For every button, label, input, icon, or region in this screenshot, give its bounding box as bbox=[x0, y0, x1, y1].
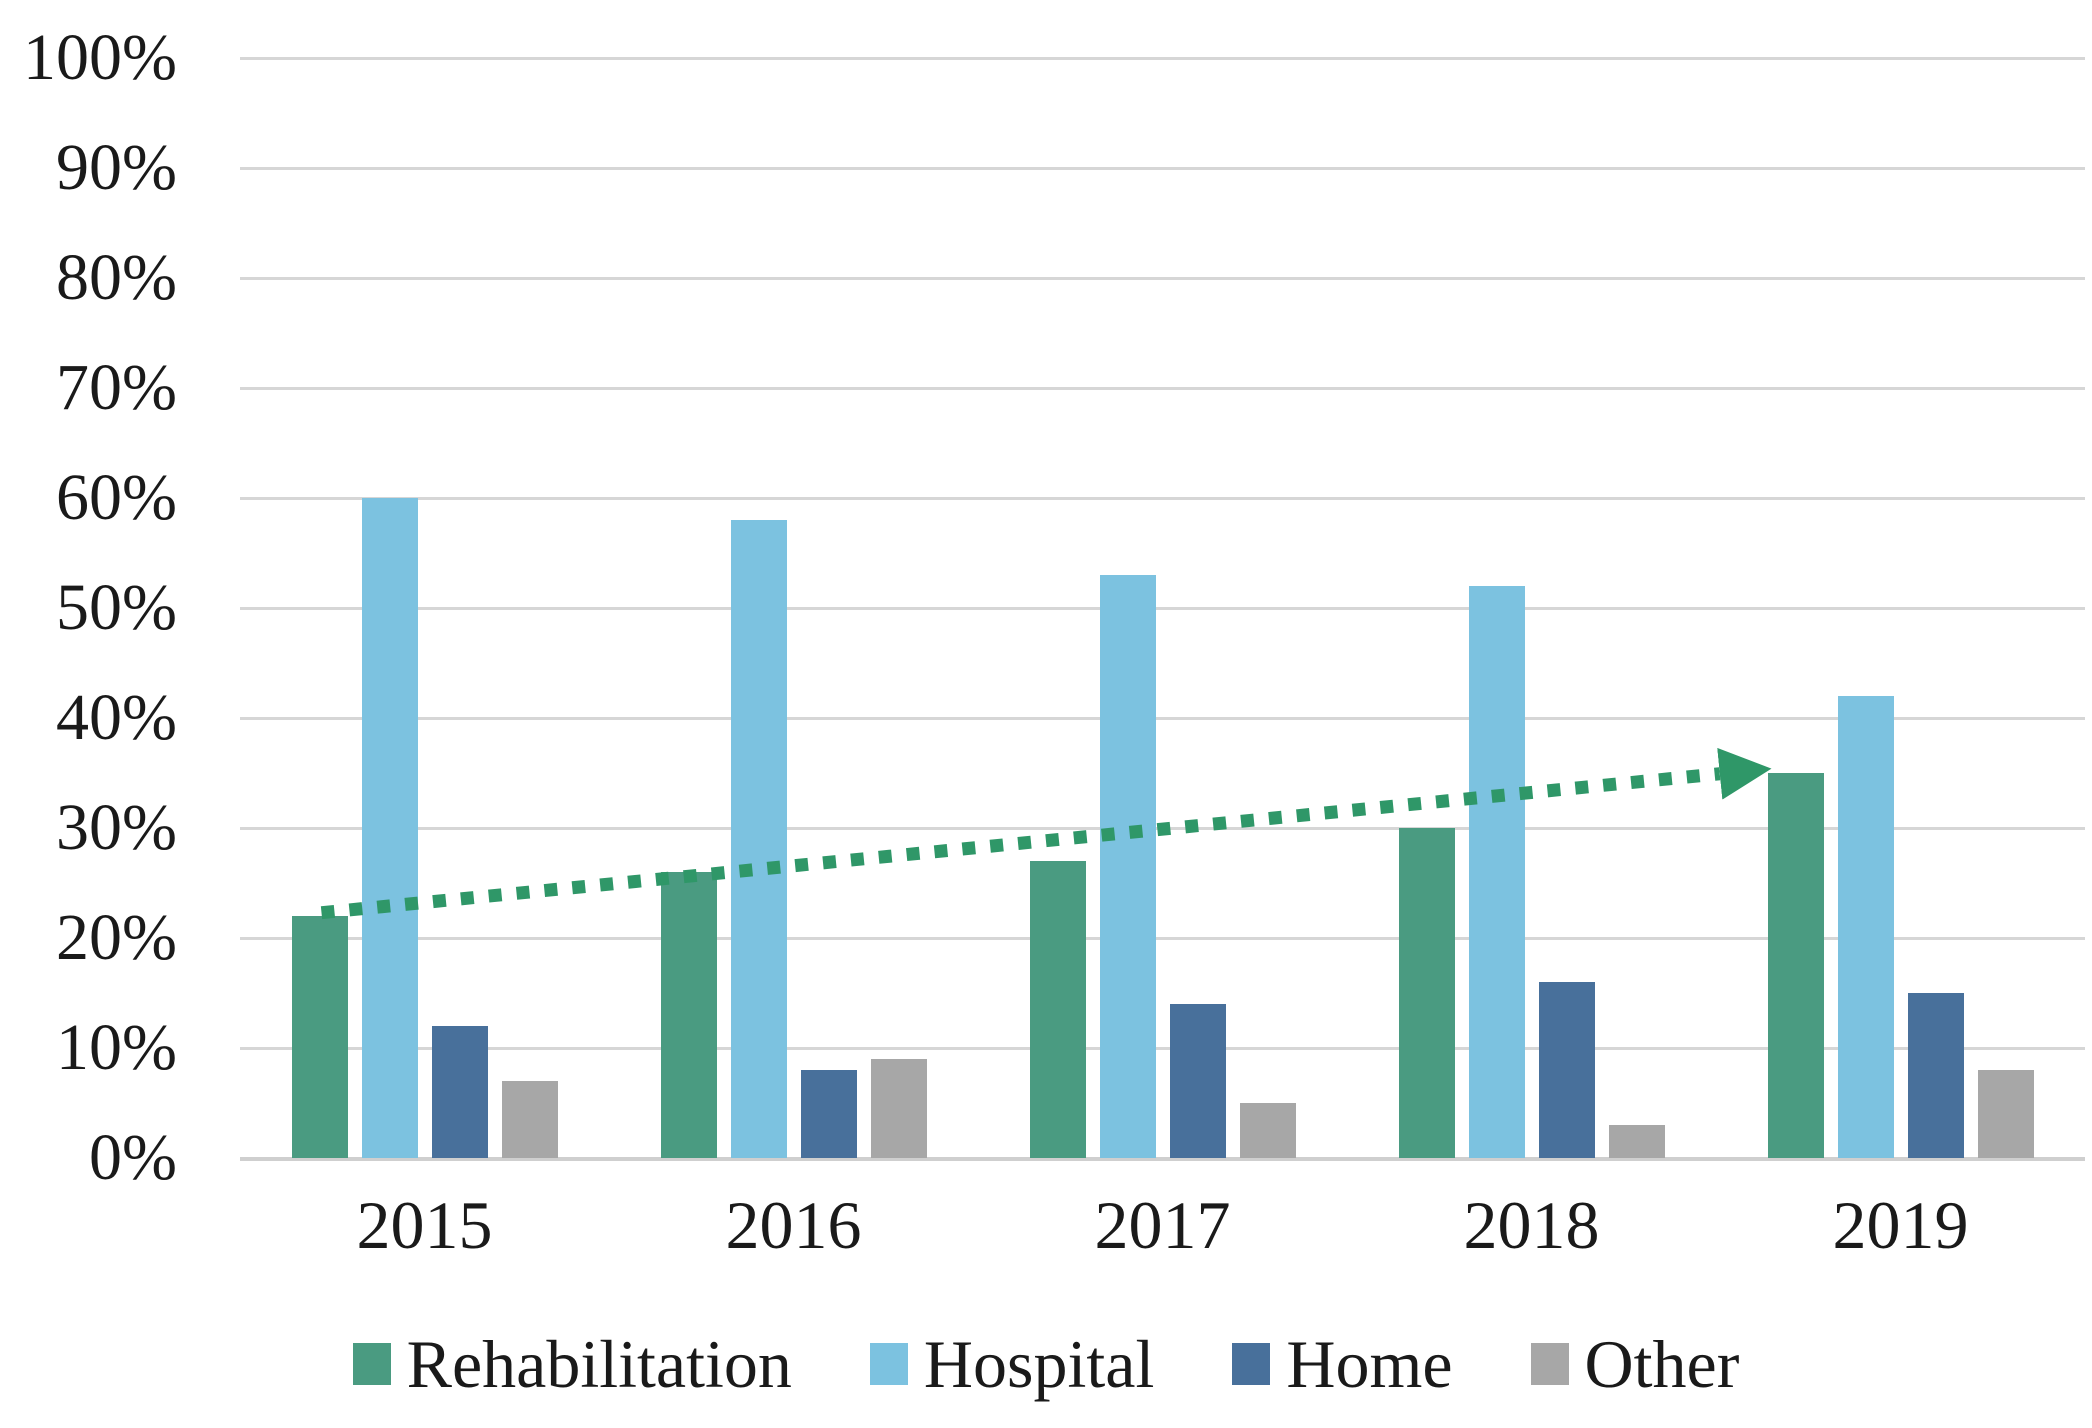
y-tick-label-90pct: 90% bbox=[56, 131, 177, 204]
y-tick-label-50pct: 50% bbox=[56, 571, 177, 644]
legend-label: Other bbox=[1584, 1326, 1740, 1402]
bar-rehabilitation-2017 bbox=[1029, 861, 1086, 1158]
legend-label: Home bbox=[1286, 1326, 1453, 1402]
legend-item-other: Other bbox=[1530, 1326, 1740, 1402]
legend-item-hospital: Hospital bbox=[869, 1326, 1155, 1402]
bar-home-2018 bbox=[1538, 982, 1595, 1158]
x-tick-label-2018: 2018 bbox=[1463, 1187, 1600, 1263]
legend: Rehabilitation Hospital Home Other bbox=[0, 1330, 2092, 1398]
plot-area bbox=[240, 57, 2085, 1161]
bar-other-2016 bbox=[870, 1059, 927, 1158]
gridline-40 bbox=[240, 717, 2085, 720]
bar-rehabilitation-2019 bbox=[1767, 773, 1824, 1158]
bar-group-2017 bbox=[978, 58, 1347, 1158]
gridline-60 bbox=[240, 497, 2085, 500]
bar-hospital-2019 bbox=[1837, 696, 1894, 1158]
gridline-20 bbox=[240, 937, 2085, 940]
bar-other-2017 bbox=[1239, 1103, 1296, 1158]
x-tick-label-2017: 2017 bbox=[1094, 1187, 1231, 1263]
bar-home-2017 bbox=[1169, 1004, 1226, 1158]
x-tick-label-2019: 2019 bbox=[1832, 1187, 1969, 1263]
x-tick-label-2015: 2015 bbox=[356, 1187, 493, 1263]
legend-label: Rehabilitation bbox=[406, 1326, 792, 1402]
bar-other-2015 bbox=[501, 1081, 558, 1158]
y-tick-label-70pct: 70% bbox=[56, 351, 177, 424]
y-tick-label-20pct: 20% bbox=[56, 901, 177, 974]
legend-swatch-icon bbox=[1530, 1343, 1569, 1385]
bar-group-2019 bbox=[1716, 58, 2085, 1158]
bar-home-2019 bbox=[1907, 993, 1964, 1158]
bar-home-2016 bbox=[800, 1070, 857, 1158]
trendline-arrow bbox=[320, 747, 1772, 920]
y-tick-label-60pct: 60% bbox=[56, 461, 177, 534]
gridline-70 bbox=[240, 387, 2085, 390]
bar-group-2018 bbox=[1347, 58, 1716, 1158]
y-tick-label-80pct: 80% bbox=[56, 241, 177, 314]
trendline-dotted-line bbox=[320, 747, 1772, 920]
bar-hospital-2016 bbox=[730, 520, 787, 1158]
y-tick-label-10pct: 10% bbox=[56, 1011, 177, 1084]
bar-rehabilitation-2016 bbox=[660, 872, 717, 1158]
legend-swatch-icon bbox=[352, 1343, 391, 1385]
bar-rehabilitation-2018 bbox=[1398, 828, 1455, 1158]
y-tick-label-100pct: 100% bbox=[23, 21, 177, 94]
bar-hospital-2015 bbox=[361, 498, 418, 1158]
bar-other-2019 bbox=[1977, 1070, 2034, 1158]
legend-item-rehabilitation: Rehabilitation bbox=[352, 1326, 792, 1402]
bar-other-2018 bbox=[1608, 1125, 1665, 1158]
gridline-100 bbox=[240, 57, 2085, 60]
bar-hospital-2018 bbox=[1468, 586, 1525, 1158]
bar-hospital-2017 bbox=[1099, 575, 1156, 1158]
legend-item-home: Home bbox=[1232, 1326, 1453, 1402]
x-tick-label-2016: 2016 bbox=[725, 1187, 862, 1263]
legend-swatch-icon bbox=[1232, 1343, 1271, 1385]
bars-layer bbox=[240, 58, 2085, 1158]
y-tick-label-30pct: 30% bbox=[56, 791, 177, 864]
legend-swatch-icon bbox=[869, 1343, 908, 1385]
gridline-80 bbox=[240, 277, 2085, 280]
x-axis: 2015 2016 2017 2018 2019 bbox=[240, 1188, 2085, 1278]
gridline-10 bbox=[240, 1047, 2085, 1050]
gridline-0 bbox=[240, 1157, 2085, 1161]
y-tick-label-0pct: 0% bbox=[89, 1121, 177, 1194]
bar-group-2015 bbox=[240, 58, 609, 1158]
gridline-50 bbox=[240, 607, 2085, 610]
y-axis: 0% 10% 20% 30% 40% 50% 60% 70% 80% 90% 100% bbox=[0, 25, 215, 1191]
legend-label: Hospital bbox=[923, 1326, 1155, 1402]
bar-rehabilitation-2015 bbox=[291, 916, 348, 1158]
gridline-90 bbox=[240, 167, 2085, 170]
bar-home-2015 bbox=[431, 1026, 488, 1158]
bar-group-2016 bbox=[609, 58, 978, 1158]
y-tick-label-40pct: 40% bbox=[56, 681, 177, 754]
